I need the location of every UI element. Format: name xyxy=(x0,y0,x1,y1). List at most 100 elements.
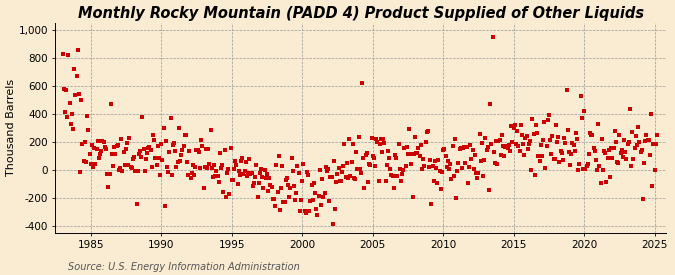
Point xyxy=(467,147,478,152)
Point xyxy=(535,143,546,147)
Point xyxy=(524,142,535,146)
Point xyxy=(110,152,121,156)
Point xyxy=(583,152,594,157)
Point xyxy=(184,149,195,153)
Point xyxy=(297,179,308,184)
Point xyxy=(480,136,491,140)
Point xyxy=(240,160,251,164)
Point xyxy=(369,156,379,160)
Point xyxy=(178,143,189,148)
Point xyxy=(441,164,452,169)
Point xyxy=(286,156,297,160)
Point xyxy=(358,155,369,160)
Point xyxy=(639,161,649,165)
Point xyxy=(139,169,150,174)
Point xyxy=(595,181,606,185)
Point xyxy=(362,180,373,185)
Point xyxy=(162,164,173,169)
Point xyxy=(505,148,516,153)
Point xyxy=(72,48,83,52)
Point xyxy=(85,162,96,167)
Point xyxy=(587,133,598,138)
Point xyxy=(122,141,132,146)
Point xyxy=(569,149,580,153)
Point xyxy=(437,169,448,174)
Point xyxy=(551,123,562,128)
Point xyxy=(551,140,562,144)
Point xyxy=(102,171,113,176)
Point xyxy=(145,148,156,152)
Point xyxy=(608,146,619,151)
Point xyxy=(245,172,256,177)
Point xyxy=(507,140,518,145)
Point xyxy=(634,140,645,144)
Point xyxy=(291,191,302,196)
Point xyxy=(365,163,376,167)
Point xyxy=(612,160,622,164)
Point xyxy=(339,142,350,146)
Point xyxy=(351,150,362,155)
Point xyxy=(320,165,331,169)
Point xyxy=(281,176,292,181)
Point xyxy=(560,141,571,145)
Point xyxy=(88,165,99,170)
Point xyxy=(251,163,262,167)
Point xyxy=(310,191,321,195)
Point xyxy=(224,192,235,197)
Point xyxy=(129,155,140,159)
Point xyxy=(537,154,547,158)
Point xyxy=(578,108,589,113)
Point xyxy=(300,211,311,215)
Point xyxy=(454,147,465,152)
Point xyxy=(261,175,271,180)
Point xyxy=(117,169,128,173)
Point xyxy=(334,179,345,184)
Point xyxy=(91,147,102,151)
Point xyxy=(627,130,638,134)
Point xyxy=(103,185,114,189)
Point xyxy=(468,167,479,172)
Point xyxy=(119,163,130,167)
Point xyxy=(59,110,70,115)
Point xyxy=(605,145,616,150)
Point xyxy=(265,182,276,187)
Point xyxy=(239,169,250,173)
Point xyxy=(573,168,584,172)
Point xyxy=(151,163,162,167)
Point xyxy=(397,172,408,176)
Point xyxy=(526,168,537,172)
Point xyxy=(359,185,370,190)
Point xyxy=(483,188,494,192)
Point xyxy=(529,132,539,136)
Point xyxy=(283,183,294,187)
Point xyxy=(338,164,349,168)
Point xyxy=(500,145,511,149)
Point xyxy=(293,171,304,175)
Point xyxy=(194,166,205,170)
Point xyxy=(166,173,177,178)
Point xyxy=(583,162,593,166)
Point xyxy=(238,172,249,177)
Point xyxy=(487,35,498,39)
Point xyxy=(402,145,412,149)
Point xyxy=(246,170,257,175)
Point xyxy=(464,165,475,169)
Point xyxy=(196,138,207,142)
Point xyxy=(651,133,662,138)
Point xyxy=(244,157,254,161)
Point xyxy=(375,141,385,146)
Point xyxy=(323,167,333,171)
Point xyxy=(475,159,486,164)
Point xyxy=(326,175,337,179)
Point xyxy=(618,155,628,159)
Point xyxy=(531,122,541,127)
Point xyxy=(266,185,277,190)
Point xyxy=(163,170,173,174)
Point xyxy=(452,169,462,173)
Point xyxy=(61,88,72,92)
Point xyxy=(581,164,592,168)
Point xyxy=(637,197,648,201)
Y-axis label: Thousand Barrels: Thousand Barrels xyxy=(5,79,16,176)
Point xyxy=(643,138,654,142)
Point xyxy=(599,149,610,153)
